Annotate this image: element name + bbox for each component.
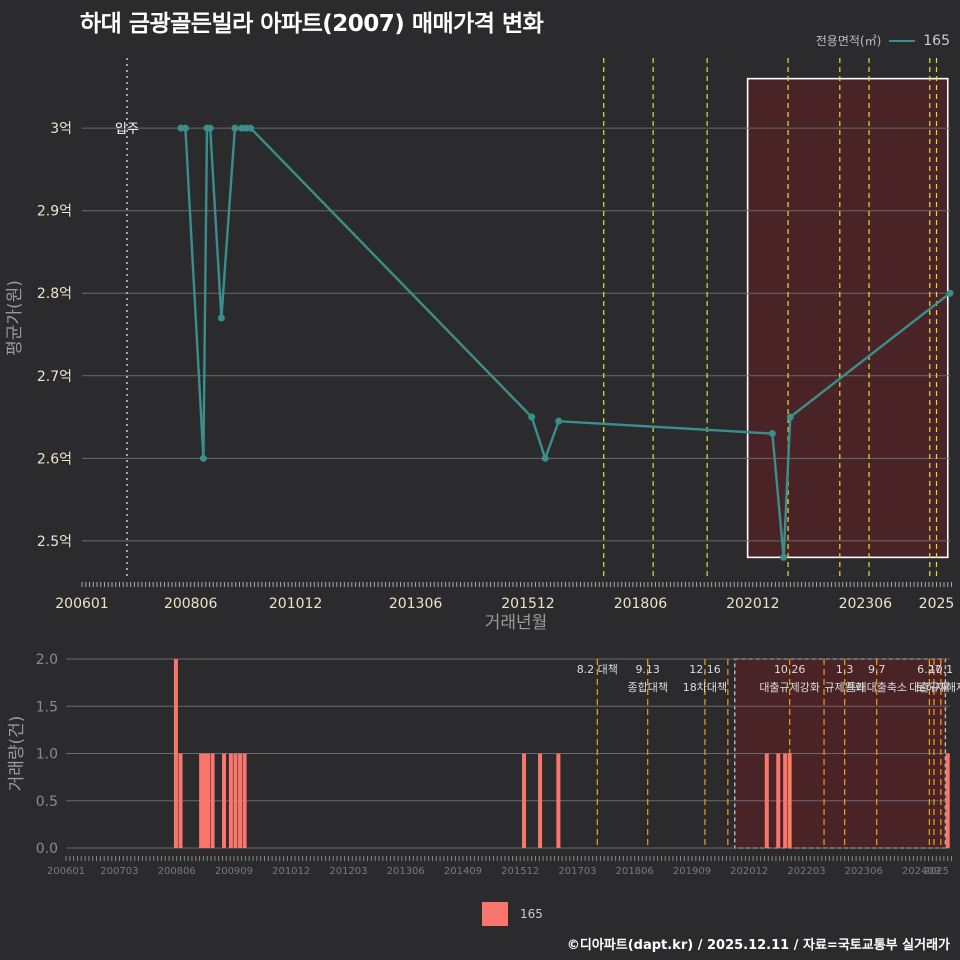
bar-y-tick-label: 0.5 (36, 794, 58, 810)
legend: 전용면적(㎡) 165 (816, 32, 950, 49)
volume-bar (222, 753, 227, 848)
bar-x-tick-label: 201806 (616, 866, 654, 877)
policy-name-label: 특례대출축소 (846, 681, 907, 694)
price-point (768, 430, 776, 438)
volume-bar (242, 753, 247, 848)
price-point (247, 124, 255, 132)
price-point (231, 124, 239, 132)
price-point (206, 124, 214, 132)
bar-y-axis-title: 거래량(건) (7, 716, 27, 792)
legend-title: 전용면적(㎡) (815, 34, 882, 48)
bar-legend: 165 (482, 902, 543, 926)
policy-date-label: 8.2 대책 (577, 663, 618, 676)
volume-bar (202, 753, 207, 848)
policy-name-label: 토허제해제 (916, 680, 960, 694)
x-tick-label: 202306 (839, 596, 893, 612)
policy-date-label: 6.27 (917, 663, 942, 676)
price-point (181, 124, 189, 132)
volume-bar (210, 753, 215, 848)
bar-x-tick-label: 202203 (787, 866, 825, 877)
policy-date-label: 10.26 (774, 663, 806, 676)
bar-x-tick-label: 201012 (272, 866, 310, 877)
bar-legend-swatch (482, 902, 508, 926)
bar-x-tick-label: 201512 (501, 866, 539, 877)
bar-x-tick-label: 201409 (444, 866, 482, 877)
policy-date-label: 12.16 (689, 663, 721, 676)
volume-bar (173, 659, 178, 848)
volume-bar (945, 753, 950, 848)
volume-bar (238, 753, 243, 848)
bar-x-tick-label: 202409 (902, 866, 940, 877)
bar-x-tick-label: 200909 (215, 866, 253, 877)
policy-name-label: 18차대책 (683, 681, 727, 694)
bar-x-tick-label: 200806 (158, 866, 196, 877)
policy-date-label: 10.1 (929, 663, 954, 676)
bar-x-tick-label: 202012 (730, 866, 768, 877)
bar-x-tick-label: 202306 (845, 866, 883, 877)
y-axis-title: 평균가(원) (5, 280, 25, 356)
bar-x-tick-label: 201909 (673, 866, 711, 877)
bar-y-tick-label: 2.0 (36, 652, 58, 668)
bar-y-tick-label: 1.0 (36, 747, 58, 763)
y-tick-label: 2.8억 (37, 286, 72, 302)
x-axis-title: 거래년월 (485, 613, 548, 633)
move-in-label: 입주 (115, 122, 139, 137)
bar-x-tick-label: 201306 (387, 866, 425, 877)
x-tick-label: 202012 (726, 596, 779, 612)
price-point (786, 413, 794, 421)
bar-x-tick-label: 200703 (100, 866, 138, 877)
price-point (780, 553, 788, 561)
bar-x-tick-label: 201703 (558, 866, 596, 877)
volume-bar (228, 753, 233, 848)
legend-label: 165 (923, 32, 950, 49)
y-tick-label: 2.5억 (37, 534, 72, 550)
volume-bar (233, 753, 238, 848)
volume-bar (205, 753, 210, 848)
volume-bar (764, 753, 769, 848)
bar-x-tick-label: 200601 (47, 866, 85, 877)
policy-date-label: 1.3 (836, 663, 854, 676)
price-point (555, 417, 563, 425)
volume-bar (178, 753, 183, 848)
x-tick-label: 200806 (164, 596, 218, 612)
bar-x-tick-label: 2025 (924, 866, 949, 877)
volume-bar (538, 753, 543, 848)
bar-x-tick-label: 201203 (329, 866, 367, 877)
price-point (946, 289, 954, 297)
x-tick-label: 201512 (501, 596, 554, 612)
bar-legend-label: 165 (520, 907, 543, 921)
highlight-region (746, 77, 949, 559)
legend-swatch (889, 39, 916, 42)
bar-y-tick-label: 0.0 (36, 841, 58, 857)
x-tick-label: 2025 (919, 596, 955, 612)
price-point (199, 454, 207, 462)
price-point (217, 314, 225, 322)
policy-name-label: 대출규제 (909, 681, 949, 694)
volume-bar (776, 753, 781, 848)
x-tick-label: 200601 (55, 596, 108, 612)
policy-date-label: 9.13 (635, 663, 660, 676)
x-tick-label: 201306 (389, 596, 443, 612)
x-tick-label: 201806 (614, 596, 668, 612)
y-tick-label: 2.6억 (37, 451, 72, 467)
price-point (541, 454, 549, 462)
policy-date-label: 9.7 (868, 663, 886, 676)
volume-bar (556, 753, 561, 848)
price-point (528, 413, 536, 421)
policy-name-label: 대출규제강화 (759, 681, 820, 694)
policy-name-label: 종합대책 (627, 681, 667, 694)
source-caption: ©디아파트(dapt.kr) / 2025.12.11 / 자료=국토교통부 실… (566, 938, 950, 953)
volume-bar (783, 753, 788, 848)
y-tick-label: 2.9억 (37, 204, 72, 220)
x-tick-label: 201012 (269, 596, 322, 612)
policy-name-label: 규제완화 (824, 681, 864, 694)
volume-bar (199, 753, 204, 848)
y-tick-label: 3억 (50, 121, 72, 137)
y-tick-label: 2.7억 (37, 369, 72, 385)
chart-title: 하대 금광골든빌라 아파트(2007) 매매가격 변화 (80, 11, 544, 37)
volume-bar (522, 753, 527, 848)
bar-y-tick-label: 1.5 (36, 699, 58, 715)
